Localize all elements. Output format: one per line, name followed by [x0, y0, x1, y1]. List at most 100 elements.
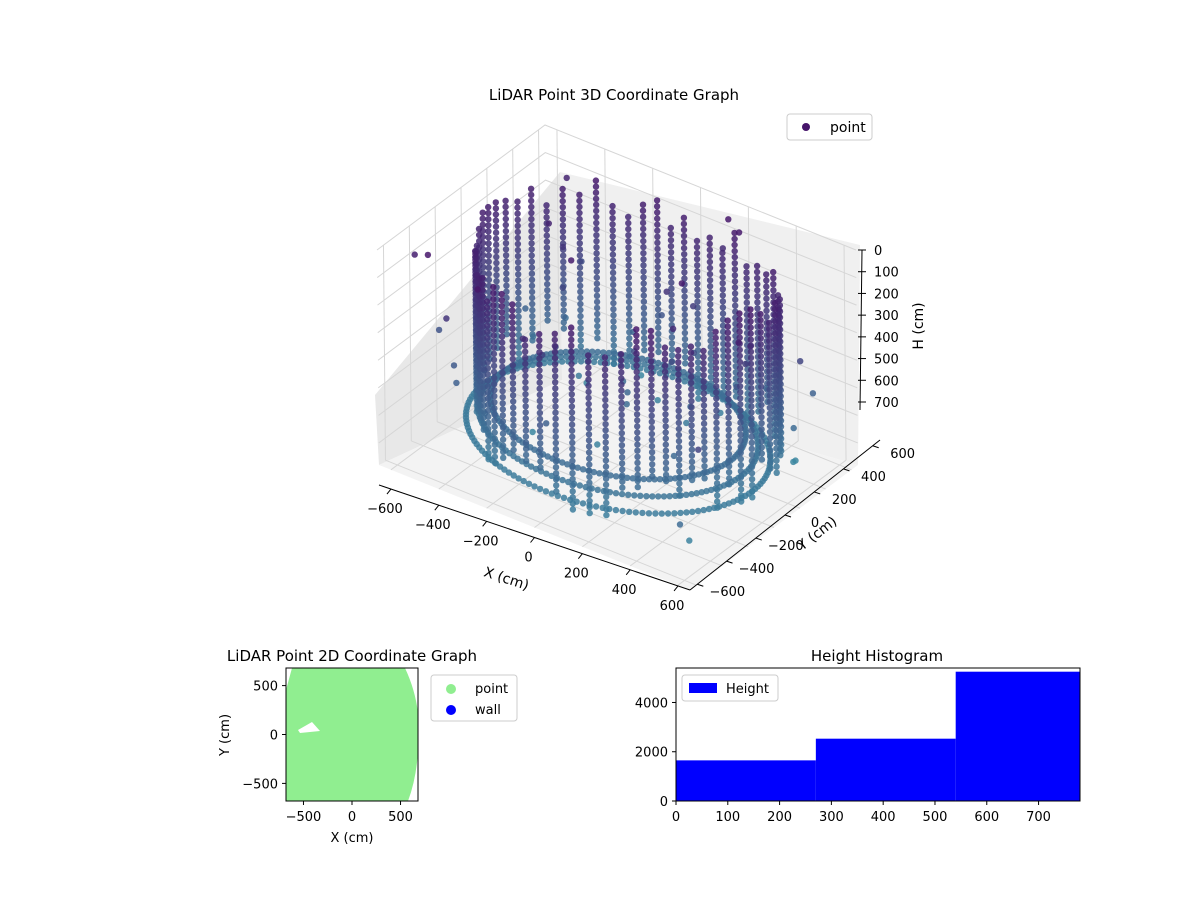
chart-3d-point [763, 313, 770, 321]
chart-3d-point [490, 283, 497, 291]
chart-3d-point [546, 359, 554, 366]
chart-3d-point [609, 202, 616, 210]
chart-3d-point [669, 325, 677, 332]
chart-3d-point [602, 414, 609, 422]
chart-3d-point [568, 354, 575, 362]
chart-3d-point [485, 216, 492, 223]
chart-3d-point [694, 310, 701, 317]
chart-3d-x-tick [673, 585, 679, 592]
chart-3d-point [577, 319, 584, 326]
chart-3d-point [681, 335, 689, 343]
chart-3d-point [725, 408, 732, 415]
chart-3d-point [544, 299, 551, 306]
chart-3d-point [568, 391, 575, 398]
chart-3d-point [658, 510, 665, 517]
chart-3d-point [707, 289, 714, 296]
chart-3d-point [772, 396, 780, 404]
chart-3d-point [681, 378, 688, 385]
chart-3d-point [593, 244, 600, 251]
chart-3d-point [602, 463, 610, 470]
chart-3d-grid-line [540, 344, 852, 471]
chart-3d-point [522, 439, 530, 446]
chart-3d-point [743, 287, 750, 294]
chart-3d-point [655, 318, 662, 325]
chart-3d-point [514, 259, 522, 266]
chart-3d-point [683, 509, 690, 516]
chart-3d-point [618, 460, 626, 467]
chart-3d-point [485, 203, 492, 211]
chart-3d-point [603, 511, 610, 519]
chart-3d-point [707, 355, 714, 363]
chart-3d-point [515, 271, 522, 278]
chart-3d-point [618, 417, 625, 425]
chart-3d-point [578, 348, 585, 355]
chart-3d-point [514, 246, 522, 254]
chart-3d-point [653, 203, 661, 210]
chart-3d-point [609, 257, 617, 264]
chart-3d-point [485, 425, 492, 433]
chart-3d-point [579, 466, 587, 473]
chart-3d-point [662, 405, 669, 412]
chart-3d-point [484, 328, 491, 335]
chart-3d-point [701, 463, 708, 470]
chart-3d-point [536, 349, 543, 356]
chart-3d-point [576, 482, 583, 489]
chart-3d-point [661, 368, 669, 375]
chart-3d-point [773, 439, 780, 446]
chart-3d-point [536, 373, 543, 380]
chart-3d-point [552, 476, 560, 483]
chart-3d-point [544, 311, 551, 318]
chart-3d-point [592, 177, 600, 184]
chart-3d-point [790, 458, 797, 466]
chart-3d-point [485, 240, 492, 247]
chart-3d-point [742, 360, 749, 368]
chart-3d-point [736, 310, 743, 317]
chart-3d-point [500, 454, 507, 461]
chart-3d-point [633, 405, 641, 412]
chart-3d-point [490, 314, 497, 321]
chart-3d-y-tick [843, 468, 850, 472]
chart-3d-point [736, 328, 743, 335]
chart-3d-point [758, 414, 765, 421]
chart-3d-point [732, 296, 739, 303]
chart-3d-point [634, 447, 641, 454]
chart-3d-point [618, 387, 625, 394]
chart-3d-point [522, 427, 530, 434]
histogram-x-tick-label: 400 [871, 810, 896, 825]
chart-3d-point [560, 307, 567, 314]
chart-3d-point [528, 240, 535, 247]
chart-3d-point [758, 438, 765, 445]
chart-3d-point [737, 425, 744, 432]
chart-3d-point [662, 435, 669, 442]
chart-3d-point [662, 447, 670, 454]
chart-3d-point [648, 382, 655, 389]
chart-3d-point [724, 323, 731, 330]
chart-3d-point [725, 450, 733, 458]
chart-3d-point [536, 330, 543, 338]
chart-3d-point [543, 202, 550, 209]
chart-3d-point [573, 348, 580, 355]
chart-3d-point [552, 373, 559, 380]
chart-3d-point [601, 372, 609, 379]
chart-3d-point [661, 362, 669, 369]
chart-3d-point [537, 434, 544, 441]
chart-3d-point [648, 364, 655, 371]
chart-3d-point [713, 419, 720, 426]
chart-3d-point [527, 185, 535, 192]
chart-3d-point [688, 385, 695, 393]
chart-3d-point [475, 231, 483, 239]
chart-3d-point [576, 240, 583, 247]
chart-3d-point [637, 492, 644, 499]
chart-3d-point [640, 322, 648, 330]
chart-3d-point [498, 333, 506, 340]
chart-3d-point [694, 340, 702, 348]
histogram-legend-frame [681, 674, 779, 702]
chart-3d-point [618, 435, 626, 443]
chart-3d-point [737, 449, 744, 457]
chart-3d-point [493, 278, 500, 285]
chart-3d-point [654, 209, 661, 216]
histogram-x-tick-label: 100 [715, 810, 740, 825]
chart-3d-point [633, 350, 640, 357]
chart-3d-y-tick-label: 400 [861, 470, 886, 485]
chart-3d-point [568, 403, 576, 410]
